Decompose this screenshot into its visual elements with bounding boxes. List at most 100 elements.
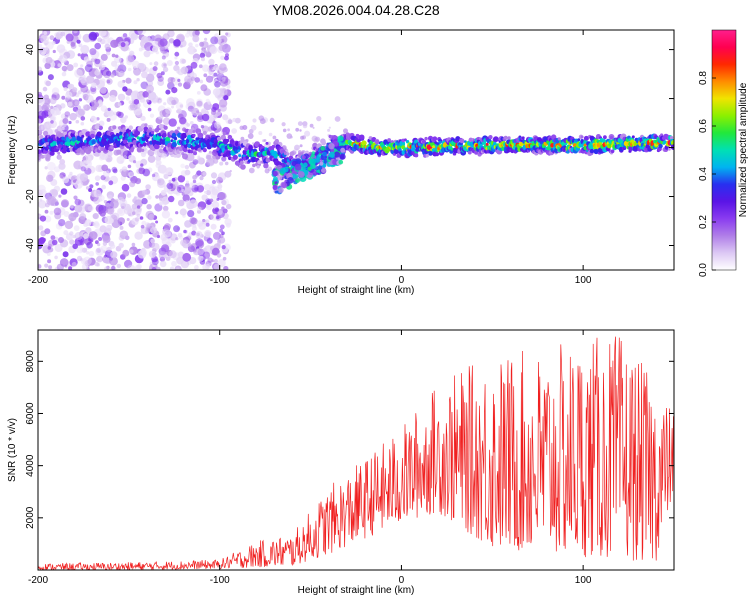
noise-cell <box>156 266 161 270</box>
noise-cell <box>126 54 135 63</box>
noise-cell <box>57 63 62 67</box>
noise-cell <box>159 260 167 268</box>
signal-cell <box>286 152 290 156</box>
noise-cell <box>199 52 206 58</box>
signal-cell <box>61 136 65 141</box>
noise-cell <box>107 207 113 213</box>
noise-cell <box>116 196 125 205</box>
noise-cell <box>129 249 134 254</box>
noise-cell <box>148 213 155 220</box>
noise-cell <box>165 114 169 118</box>
signal-cell <box>110 145 115 150</box>
noise-cell <box>91 82 97 88</box>
noise-cell <box>76 39 81 44</box>
noise-cell <box>95 247 104 256</box>
noise-cell <box>117 64 127 73</box>
y-tick-label: 4000 <box>25 454 36 477</box>
noise-cell <box>97 86 101 91</box>
noise-cell <box>182 185 192 195</box>
noise-cell <box>134 217 140 222</box>
noise-cell <box>92 222 96 226</box>
noise-cell <box>213 64 220 71</box>
signal-cell <box>403 138 407 142</box>
noise-cell <box>205 222 210 227</box>
noise-cell <box>140 115 146 122</box>
noise-cell <box>281 122 286 127</box>
noise-cell <box>49 97 57 105</box>
noise-cell <box>163 102 167 106</box>
noise-cell <box>194 30 200 36</box>
noise-cell <box>190 217 198 225</box>
noise-cell <box>148 90 152 94</box>
noise-cell <box>199 176 204 181</box>
signal-cell <box>240 164 246 170</box>
noise-cell <box>117 111 124 118</box>
noise-cell <box>134 178 141 185</box>
noise-cell <box>107 107 111 112</box>
noise-cell <box>38 225 44 231</box>
noise-cell <box>245 139 249 142</box>
y-tick-label: 6000 <box>25 402 36 425</box>
noise-cell <box>121 166 128 172</box>
noise-cell <box>97 99 103 105</box>
noise-cell <box>54 236 59 241</box>
noise-cell <box>45 56 53 64</box>
noise-cell <box>161 153 167 159</box>
noise-cell <box>44 62 51 69</box>
noise-cell <box>118 70 125 77</box>
noise-cell <box>110 251 118 259</box>
noise-cell <box>77 53 81 57</box>
snr-y-axis-label: SNR (10 * v/v) <box>7 418 18 482</box>
noise-cell <box>188 42 193 47</box>
noise-cell <box>142 91 149 98</box>
signal-cell <box>319 161 324 166</box>
noise-cell <box>104 266 110 270</box>
noise-cell <box>58 162 66 170</box>
noise-cell <box>141 189 148 195</box>
noise-cell <box>125 77 132 84</box>
signal-cell <box>162 132 167 138</box>
signal-cell <box>252 163 256 168</box>
noise-cell <box>51 189 58 196</box>
noise-cell <box>111 214 116 219</box>
noise-cell <box>108 180 114 186</box>
signal-cell <box>128 125 133 130</box>
snr-x-axis-label: Height of straight line (km) <box>298 585 415 596</box>
noise-cell <box>212 103 220 111</box>
noise-cell <box>93 189 102 198</box>
noise-cell <box>204 183 211 191</box>
noise-cell <box>106 79 111 84</box>
noise-cell <box>210 36 219 45</box>
y-tick-label: 2000 <box>25 506 36 529</box>
noise-cell <box>202 219 206 223</box>
noise-cell <box>47 196 57 205</box>
noise-cell <box>221 206 225 210</box>
noise-cell <box>73 225 80 232</box>
noise-cell <box>117 102 122 107</box>
noise-cell <box>73 195 78 200</box>
signal-cell <box>153 143 160 150</box>
noise-cell <box>201 57 205 62</box>
noise-cell <box>205 75 214 83</box>
noise-cell <box>129 50 135 56</box>
noise-cell <box>210 213 218 221</box>
signal-cell <box>294 163 302 171</box>
noise-cell <box>135 110 143 118</box>
noise-cell <box>183 81 191 90</box>
noise-cell <box>219 228 224 233</box>
noise-cell <box>297 121 303 126</box>
signal-cell <box>507 136 511 140</box>
noise-cell <box>302 123 308 129</box>
signal-cell <box>158 141 162 145</box>
noise-cell <box>171 181 179 188</box>
colorbar-tick-label: 0.8 <box>698 71 709 85</box>
noise-cell <box>214 207 220 212</box>
signal-cell <box>273 154 278 159</box>
noise-cell <box>211 259 215 263</box>
noise-cell <box>213 263 220 270</box>
noise-cell <box>78 98 83 102</box>
noise-cell <box>135 210 139 214</box>
noise-cell <box>206 204 212 211</box>
colorbar: 0.0 0.2 0.4 0.6 0.8 Normalized spectral ampl… <box>698 29 749 277</box>
noise-cell <box>70 204 74 209</box>
